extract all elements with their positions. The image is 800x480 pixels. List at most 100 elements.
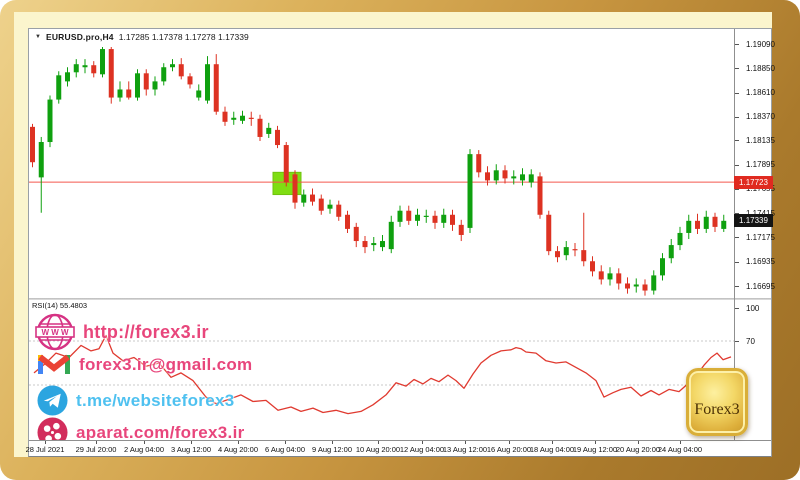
candle	[432, 210, 438, 229]
candle	[712, 212, 718, 232]
candle	[38, 136, 44, 213]
symbol-timeframe-label: EURUSD.pro,H4	[45, 32, 114, 42]
price-axis-tick	[735, 286, 739, 287]
candle	[511, 170, 517, 185]
date-axis-tick	[680, 441, 681, 444]
candle	[380, 234, 385, 252]
date-axis-label: 20 Aug 20:00	[615, 445, 661, 454]
rsi-axis-tick	[735, 341, 739, 342]
candle	[467, 149, 473, 233]
date-axis-tick	[191, 441, 192, 444]
candle	[100, 47, 105, 78]
price-axis-label: 1.18135	[746, 135, 775, 145]
price-axis-tick	[735, 116, 739, 118]
candle	[555, 246, 560, 263]
aparat-link: aparat.com/forex3.ir	[76, 422, 245, 442]
candle	[275, 125, 280, 149]
price-axis-tick	[735, 213, 739, 215]
pane-separator[interactable]	[29, 298, 771, 300]
cream-mat: ▼ EURUSD.pro,H4 1.17285 1.17378 1.17278 …	[14, 12, 775, 457]
chart-title-bar: ▼ EURUSD.pro,H4 1.17285 1.17378 1.17278 …	[35, 31, 249, 43]
candle	[572, 243, 578, 257]
price-axis-label: 1.19090	[746, 39, 775, 49]
price-axis-label: 1.17175	[746, 232, 775, 242]
rsi-axis-label: 70	[746, 336, 755, 346]
candle	[537, 172, 543, 219]
candle	[642, 279, 648, 296]
candle	[703, 210, 709, 233]
candle	[458, 219, 464, 242]
candle	[117, 81, 123, 102]
candle	[205, 56, 210, 104]
candle	[108, 47, 114, 104]
date-axis-tick	[509, 441, 510, 444]
rsi-indicator-label: RSI(14) 55.4803	[32, 301, 88, 310]
candle	[388, 215, 394, 254]
candle	[668, 239, 674, 264]
date-axis-label: 4 Aug 20:00	[217, 445, 259, 454]
candle	[607, 267, 613, 286]
date-axis-label: 12 Aug 04:00	[399, 445, 445, 454]
candle	[546, 210, 552, 256]
website-link: http://forex3.ir	[83, 321, 209, 342]
candle	[196, 84, 202, 101]
candle	[450, 209, 455, 231]
rsi-line	[33, 334, 732, 415]
candle	[441, 208, 447, 228]
date-axis-tick	[96, 441, 97, 444]
candle	[721, 214, 727, 232]
date-axis-tick	[638, 441, 639, 444]
price-axis-tick	[735, 188, 739, 190]
price-axis-tick	[735, 164, 739, 166]
forex3-logo-text: Forex3	[694, 401, 740, 418]
candle	[318, 194, 324, 215]
price-axis-tick	[735, 68, 739, 70]
candle	[485, 166, 490, 186]
candle	[187, 73, 193, 89]
price-axis-tick	[735, 44, 739, 45]
candlestick-chart	[29, 47, 734, 296]
candle	[82, 59, 88, 74]
candle	[73, 59, 79, 78]
price-axis-label: 1.18370	[746, 112, 775, 122]
date-axis-tick	[285, 441, 286, 444]
candle	[327, 199, 333, 214]
date-axis-label: 9 Aug 12:00	[311, 445, 353, 454]
candle	[56, 71, 62, 104]
globe-www-icon: W W W	[35, 313, 75, 351]
candle	[248, 111, 254, 126]
candle	[528, 169, 534, 188]
candle	[30, 123, 35, 168]
candle	[362, 235, 368, 254]
candle	[415, 208, 420, 226]
candle	[161, 63, 167, 86]
website-watermark[interactable]: W W W http://forex3.ir	[35, 312, 209, 352]
telegram-watermark[interactable]: t.me/websiteforex3	[37, 385, 234, 416]
date-axis-label: 18 Aug 04:00	[529, 445, 575, 454]
price-axis: 1.19090 1.18850 1.18610 1.18370 1.18135 1.178…	[735, 29, 775, 440]
candle	[240, 110, 245, 124]
candle	[143, 69, 149, 96]
candle	[91, 61, 97, 78]
date-axis-tick	[595, 441, 596, 444]
candle	[257, 114, 263, 142]
candle	[502, 165, 508, 184]
price-axis-label: 1.18610	[746, 88, 775, 97]
rsi-axis-tick	[735, 308, 739, 309]
date-axis-tick	[422, 441, 423, 444]
candle	[126, 81, 132, 100]
date-axis-tick	[378, 441, 379, 444]
candle	[231, 111, 237, 125]
candle	[283, 142, 289, 187]
candle	[266, 122, 272, 138]
price-axis-line	[734, 29, 735, 440]
date-axis-label: 28 Jul 2021	[25, 445, 65, 454]
chevron-down-icon[interactable]: ▼	[35, 34, 41, 40]
price-axis-tick	[735, 237, 739, 239]
candle	[152, 76, 158, 96]
email-watermark[interactable]: forex3.ir@gmail.com	[37, 351, 252, 378]
candle	[178, 58, 184, 80]
telegram-icon	[37, 385, 68, 416]
candle	[520, 168, 525, 186]
date-axis-tick	[465, 441, 466, 444]
